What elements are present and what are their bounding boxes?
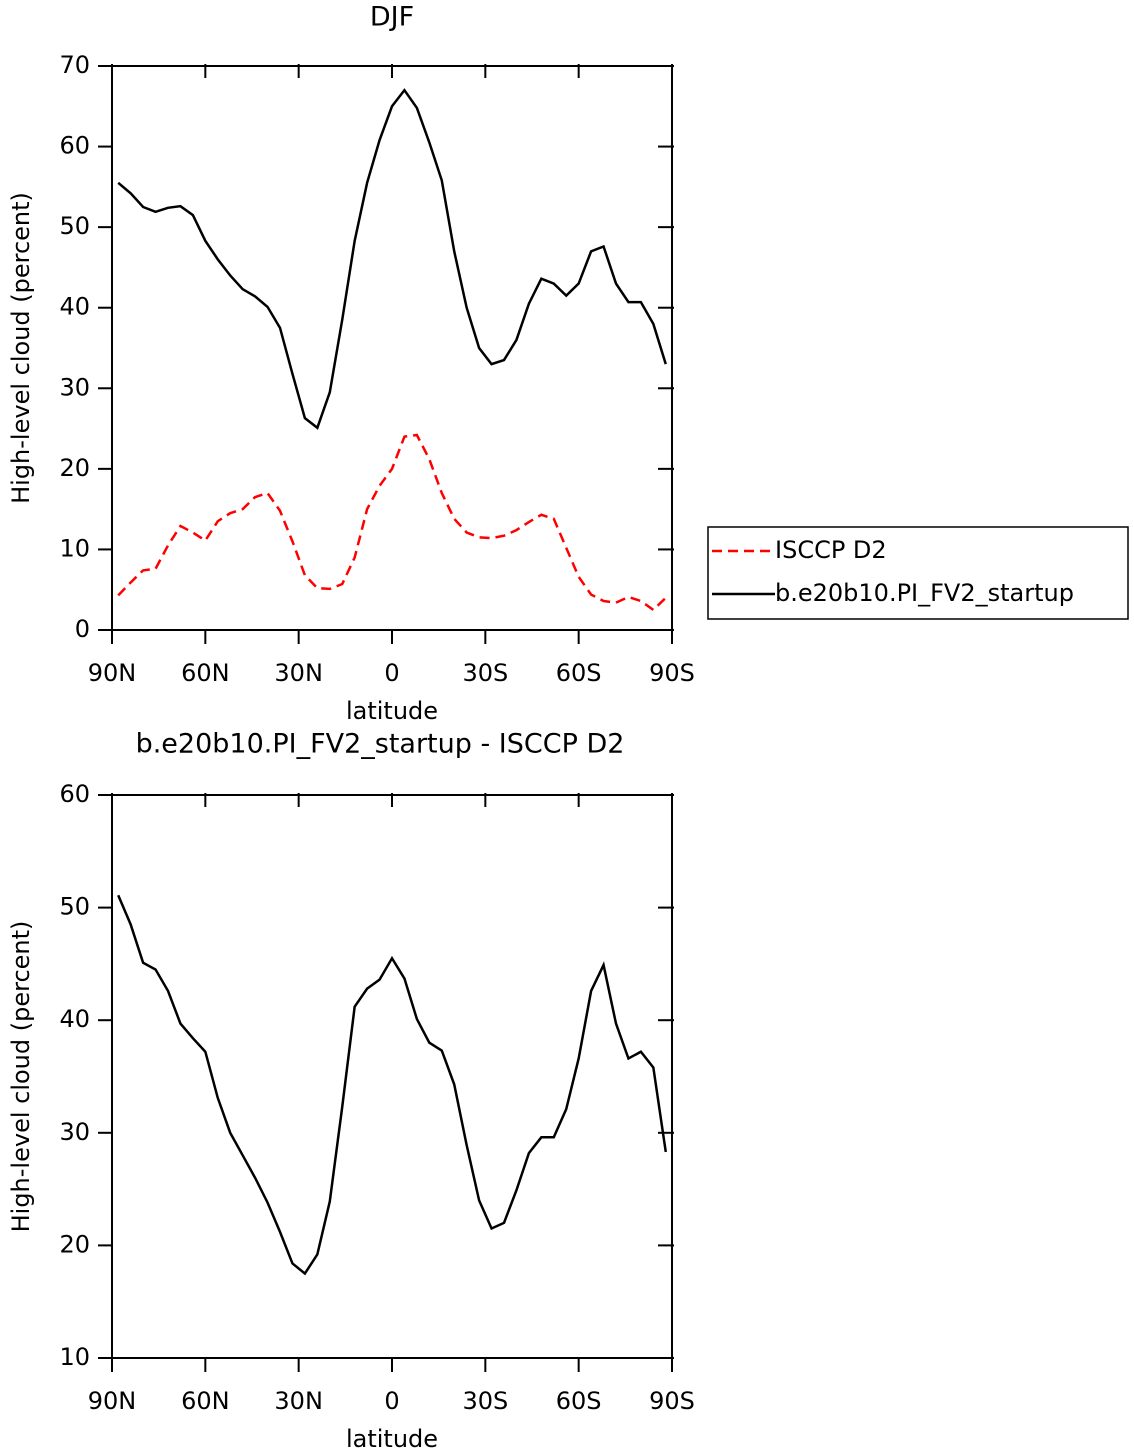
x-tick-label: 30S xyxy=(462,1387,508,1415)
chart-title: DJF xyxy=(370,2,414,33)
data-line xyxy=(117,433,667,612)
y-axis-label: High-level cloud (percent) xyxy=(7,192,35,504)
y-tick-label: 60 xyxy=(59,132,90,160)
chart-title: b.e20b10.PI_FV2_startup - ISCCP D2 xyxy=(136,729,625,760)
y-tick-label: 50 xyxy=(59,212,90,240)
y-tick-label: 20 xyxy=(59,1230,90,1258)
data-line xyxy=(117,894,668,1276)
x-tick-label: 90S xyxy=(649,659,695,687)
y-tick-label: 20 xyxy=(59,454,90,482)
y-axis-label: High-level cloud (percent) xyxy=(7,921,35,1233)
x-tick-label: 30N xyxy=(274,659,323,687)
legend-label: ISCCP D2 xyxy=(775,536,887,564)
x-axis-label: latitude xyxy=(346,1425,438,1453)
legend-box xyxy=(707,526,1129,620)
x-tick-label: 0 xyxy=(384,1387,399,1415)
x-tick-label: 30S xyxy=(462,659,508,687)
x-tick-label: 90S xyxy=(649,1387,695,1415)
x-axis-label: latitude xyxy=(346,697,438,725)
y-tick-label: 10 xyxy=(59,1343,90,1371)
y-tick-label: 40 xyxy=(59,293,90,321)
x-tick-label: 90N xyxy=(88,659,137,687)
x-tick-label: 0 xyxy=(384,659,399,687)
y-tick-label: 30 xyxy=(59,1118,90,1146)
y-tick-label: 60 xyxy=(59,780,90,808)
y-tick-label: 40 xyxy=(59,1005,90,1033)
y-tick-label: 10 xyxy=(59,534,90,562)
plot-frame xyxy=(111,794,673,1359)
x-tick-label: 60N xyxy=(181,1387,230,1415)
x-tick-label: 30N xyxy=(274,1387,323,1415)
x-tick-label: 60S xyxy=(556,659,602,687)
y-tick-label: 70 xyxy=(59,51,90,79)
data-line xyxy=(117,88,667,430)
y-tick-label: 0 xyxy=(75,615,90,643)
x-tick-label: 60N xyxy=(181,659,230,687)
legend-label: b.e20b10.PI_FV2_startup xyxy=(775,579,1074,607)
y-tick-label: 30 xyxy=(59,373,90,401)
plot-frame xyxy=(111,65,673,631)
x-tick-label: 90N xyxy=(88,1387,137,1415)
x-tick-label: 60S xyxy=(556,1387,602,1415)
y-tick-label: 50 xyxy=(59,893,90,921)
